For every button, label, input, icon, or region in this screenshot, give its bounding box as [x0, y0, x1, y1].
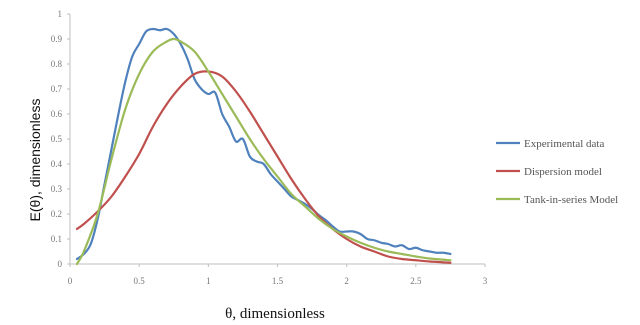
y-tick-label: 0.7 — [51, 84, 63, 94]
y-tick-label: 0.5 — [51, 134, 63, 144]
legend-label-tank-in-series-model: Tank-in-series Model — [524, 194, 618, 206]
y-tick-label: 0.6 — [51, 109, 63, 119]
series-line-experimental-data — [75, 27, 452, 261]
x-tick-label: 1 — [206, 276, 211, 286]
y-tick-label: 0.1 — [51, 234, 62, 244]
y-tick-label: 0.2 — [51, 209, 62, 219]
x-tick-label: 2.5 — [410, 276, 422, 286]
x-tick-label: 1.5 — [272, 276, 284, 286]
series-line-tank-in-series-model — [75, 37, 452, 266]
axes: 0 0.5 1 1.5 2 2.5 3 0 0.1 0.2 0.3 0.4 0.5 0.6 0.7 0.8 0.… — [51, 9, 488, 286]
plot-lines — [75, 27, 452, 266]
y-tick-label: 0.3 — [51, 184, 63, 194]
x-tick-label: 0 — [68, 276, 73, 286]
legend-label-experimental-data: Experimental data — [524, 138, 604, 150]
y-tick-label: 1 — [58, 9, 63, 19]
y-axis-label: E(θ), dimensionless — [27, 99, 43, 222]
x-tick-label: 0.5 — [134, 276, 146, 286]
x-tick-label: 2 — [344, 276, 349, 286]
series-line-dispersion-model — [75, 70, 452, 264]
y-tick-label: 0.9 — [51, 34, 63, 44]
legend: Experimental data Dispersion model Tank-in… — [496, 138, 618, 206]
y-tick-label: 0 — [58, 259, 63, 269]
legend-label-dispersion-model: Dispersion model — [524, 166, 602, 178]
y-tick-label: 0.4 — [51, 159, 63, 169]
y-tick-label: 0.8 — [51, 59, 63, 69]
x-tick-label: 3 — [483, 276, 488, 286]
x-axis-label: θ, dimensionless — [225, 306, 325, 322]
